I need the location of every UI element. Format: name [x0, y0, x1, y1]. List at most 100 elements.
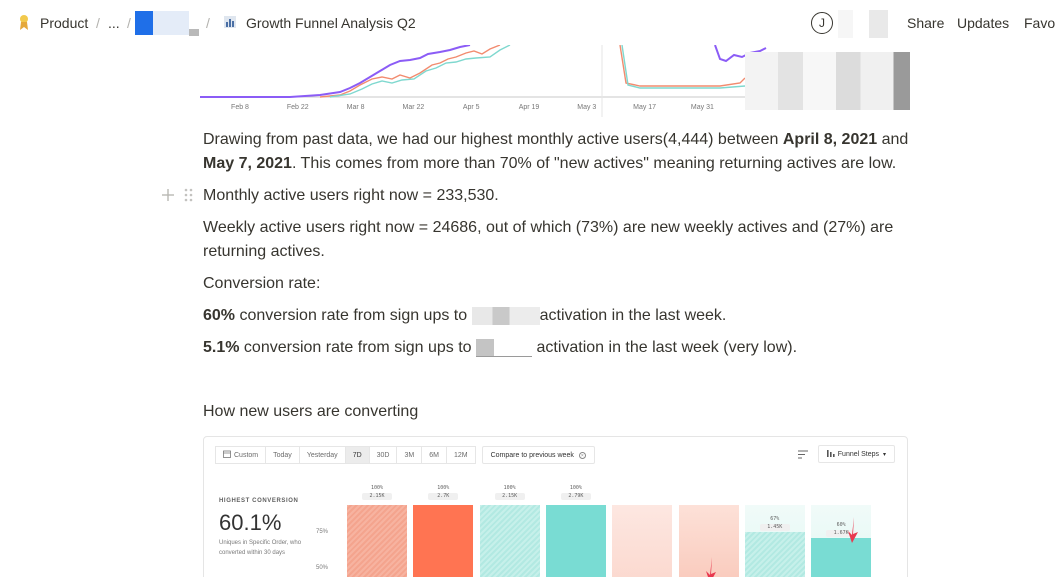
text: Custom: [234, 452, 259, 459]
bar-value-label: 67% 1.45K: [759, 516, 790, 531]
text: Drawing from past data, we had our highe…: [203, 131, 783, 148]
funnel-bars: 100% 2.15K 100% 2.7K 100% 2.15K 100% 2.79K 67% 1.…: [347, 485, 887, 577]
bar-chart-icon: [826, 450, 835, 457]
bar-count-badge: 2.15K: [494, 493, 525, 500]
bar-count-badge: 2.15K: [362, 493, 392, 500]
drag-handle-icon[interactable]: [184, 188, 194, 202]
bar-value-label: 100% 2.15K: [494, 485, 525, 500]
paragraph-conversion-1: 60% conversion rate from sign ups to act…: [203, 304, 726, 328]
text: activation in the last week (very low).: [532, 339, 798, 356]
text: . This comes from more than 70% of "new …: [291, 155, 897, 172]
redacted-mark: [189, 29, 199, 36]
range-6m-button[interactable]: 6M: [421, 446, 447, 464]
x-tick-label: May 3: [577, 104, 596, 111]
x-tick-label: Mar 8: [347, 104, 365, 111]
bar-value-label: 60% 1.67K: [826, 522, 857, 537]
range-7d-button[interactable]: 7D: [344, 446, 370, 464]
bar-value-label: 100% 2.7K: [428, 485, 459, 500]
text: Funnel Steps: [837, 451, 880, 458]
compare-button[interactable]: Compare to previous week ×: [481, 446, 595, 464]
series-line-teal: [329, 45, 511, 98]
share-button[interactable]: Share: [907, 15, 945, 31]
x-tick-label: Mar 22: [403, 104, 425, 111]
redacted-step-name: [476, 338, 533, 357]
breadcrumb-ellipsis[interactable]: ...: [108, 15, 120, 31]
x-tick-label: May 31: [691, 104, 714, 111]
annotation-arrow-icon: [705, 557, 716, 577]
today-button[interactable]: Today: [265, 446, 300, 464]
text: conversion rate from sign ups to: [235, 307, 472, 324]
bar-percent: 100%: [569, 485, 582, 491]
plus-icon[interactable]: [162, 188, 174, 202]
range-30d-button[interactable]: 30D: [368, 446, 398, 464]
bar-chart-icon: [224, 16, 236, 28]
bar-count-badge: 2.79K: [560, 493, 591, 500]
bar-percent: 60%: [836, 522, 846, 528]
series-line-purple-2: [714, 45, 767, 63]
breadcrumb-workspace[interactable]: Product: [40, 15, 89, 31]
calendar-icon: [223, 450, 231, 458]
highest-conversion-value: 60.1%: [219, 510, 282, 535]
bar-percent: 100%: [503, 485, 516, 491]
updates-button[interactable]: Updates: [957, 15, 1010, 31]
paragraph-peak-mau-cont: May 7, 2021. This comes from more than 7…: [203, 152, 896, 176]
avatar[interactable]: J: [811, 12, 833, 34]
redacted-user-info: [838, 10, 888, 38]
bar-percent: 100%: [437, 485, 450, 491]
funnel-bar[interactable]: [612, 505, 673, 577]
series-line-orange-2: [619, 45, 746, 87]
funnel-bar[interactable]: [678, 505, 739, 577]
x-tick-labels: Feb 8 Feb 22 Mar 8 Mar 22 Apr 5 Apr 19 May 3 Ma…: [231, 104, 771, 111]
bar-percent: 100%: [370, 485, 384, 491]
breadcrumb-separator: /: [206, 15, 210, 31]
paragraph-peak-mau: Drawing from past data, we had our highe…: [203, 128, 908, 152]
redacted-breadcrumb-text[interactable]: [153, 11, 189, 35]
funnel-steps-dropdown[interactable]: Funnel Steps ▾: [817, 445, 895, 463]
conversion-description: Uniques in Specific Order, who converted…: [219, 540, 302, 556]
bar-value-label: 100% 2.15K: [362, 485, 392, 500]
breadcrumb-page-title[interactable]: Growth Funnel Analysis Q2: [246, 15, 416, 31]
x-tick-label: Feb 8: [231, 104, 249, 111]
funnel-bar[interactable]: [811, 538, 872, 577]
rate-bold: 5.1%: [203, 339, 240, 356]
redacted-step-name: [471, 306, 540, 325]
bar-value-label: 100% 2.79K: [560, 485, 591, 500]
paragraph-conversion-heading: Conversion rate:: [203, 275, 321, 292]
top-bar: Product / ... / / Growth Funnel Analysis…: [0, 0, 1056, 45]
date-bold: May 7, 2021: [203, 155, 292, 172]
sort-icon[interactable]: [797, 450, 808, 459]
bar-percent: 67%: [770, 516, 780, 522]
x-tick-label: Feb 22: [287, 104, 309, 111]
yesterday-button[interactable]: Yesterday: [298, 446, 346, 464]
favorite-button[interactable]: Favor: [1024, 15, 1056, 31]
funnel-bar[interactable]: [545, 505, 606, 577]
series-line-teal-2: [621, 45, 746, 89]
funnel-bar[interactable]: [744, 532, 805, 577]
y-tick-50: 50%: [316, 565, 329, 571]
custom-range-button[interactable]: Custom: [215, 446, 267, 464]
series-line-orange: [319, 45, 501, 98]
bar-count-badge: 1.67K: [826, 530, 857, 537]
range-12m-button[interactable]: 12M: [445, 446, 476, 464]
block-handle[interactable]: [162, 186, 202, 204]
paragraph-wau: Weekly active users right now = 24686, o…: [203, 219, 894, 236]
highest-conversion-label: HIGHEST CONVERSION: [219, 498, 299, 504]
close-icon[interactable]: ×: [578, 452, 586, 459]
bar-count-badge: 1.45K: [759, 524, 790, 531]
x-tick-label: Apr 5: [463, 104, 480, 111]
text: Compare to previous week: [490, 452, 574, 459]
funnel-bar[interactable]: [413, 505, 474, 577]
redacted-legend: [745, 52, 910, 110]
breadcrumb-separator: /: [96, 15, 100, 31]
ribbon-icon: [20, 15, 28, 30]
paragraph-funnel-heading: How new users are converting: [203, 403, 419, 420]
funnel-bar[interactable]: [479, 505, 540, 577]
rate-bold: 60%: [203, 307, 236, 324]
bar-count-badge: 2.7K: [428, 493, 459, 500]
range-3m-button[interactable]: 3M: [396, 446, 423, 464]
chart-controls: Funnel Steps ▾: [797, 445, 895, 463]
funnel-bar[interactable]: [347, 505, 407, 577]
redacted-breadcrumb-icon: [135, 11, 153, 35]
paragraph-conversion-2: 5.1% conversion rate from sign ups to ac…: [203, 336, 797, 360]
series-line-purple: [200, 45, 471, 98]
